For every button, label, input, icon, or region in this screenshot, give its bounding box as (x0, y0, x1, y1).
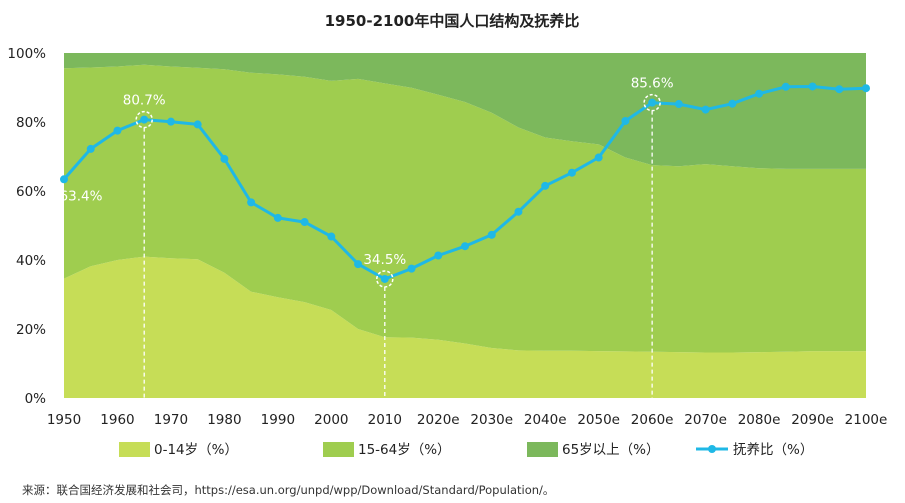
line-point (461, 242, 469, 251)
line-point (487, 230, 496, 239)
line-point (273, 213, 282, 222)
legend-label: 15-64岁（%） (358, 442, 451, 458)
legend-label: 65岁以上（%） (562, 442, 660, 458)
line-point (541, 181, 550, 190)
x-tick-label: 2040e (524, 412, 567, 428)
line-point (862, 84, 870, 93)
x-tick-label: 2050e (577, 412, 620, 428)
highlight-circle (135, 110, 153, 129)
x-axis-ticks: 1950 1960 1970 1980 1990 2000 2010 2020e 2030e 20… (47, 412, 888, 428)
area-series-2 (64, 64, 866, 353)
x-tick-label: 2100e (845, 412, 888, 428)
x-tick-label: 1980 (207, 412, 241, 428)
line-point (407, 264, 416, 273)
line-point (86, 144, 95, 153)
x-tick-label: 1960 (100, 412, 134, 428)
line-point (567, 168, 576, 177)
highlight-markers (143, 110, 653, 398)
line-point (621, 116, 630, 125)
data-label: 80.7% (123, 93, 166, 109)
line-point (166, 117, 175, 126)
y-tick-label: 0% (25, 391, 47, 407)
y-tick-label: 60% (16, 184, 46, 200)
x-tick-label: 2060e (631, 412, 674, 428)
data-label: 85.6% (631, 76, 674, 92)
x-tick-label: 1950 (47, 412, 81, 428)
legend-line-marker (708, 445, 716, 453)
area-series-1 (64, 256, 866, 398)
line-point (60, 175, 68, 184)
line-point (781, 82, 790, 91)
source-note: 来源：联合国经济发展和社会司，https://esa.un.org/unpd/w… (22, 483, 554, 497)
chart-title: 1950-2100年中国人口结构及抚养比 (325, 12, 580, 30)
line-point (380, 274, 389, 283)
line-point (140, 115, 149, 124)
legend: 0-14岁（%） 15-64岁（%） 65岁以上（%） 抚养比（%） (119, 442, 813, 458)
line-point (835, 85, 844, 94)
highlight-circle (643, 93, 661, 112)
y-tick-label: 40% (16, 253, 46, 269)
data-label: 63.4% (60, 188, 103, 204)
legend-swatch (119, 442, 150, 457)
area-series-3 (64, 53, 866, 169)
x-tick-label: 1970 (154, 412, 188, 428)
legend-label: 抚养比（%） (733, 442, 813, 458)
x-tick-label: 2070e (684, 412, 727, 428)
legend-label: 0-14岁（%） (154, 442, 238, 458)
stacked-areas (64, 53, 866, 398)
highlight-circle (376, 270, 394, 288)
line-point (193, 120, 202, 129)
line-point (808, 82, 817, 91)
line-point (648, 98, 657, 107)
line-point (354, 260, 363, 269)
legend-swatch (527, 442, 558, 457)
line-point (300, 218, 309, 227)
dependency-ratio-line: 63.4% 80.7% 34.5% 85.6% (60, 76, 870, 288)
line-point (327, 232, 336, 241)
y-axis-ticks: 0% 20% 40% 60% 80% 100% (7, 46, 46, 407)
x-tick-label: 1990 (261, 412, 295, 428)
x-tick-label: 2010 (368, 412, 402, 428)
x-tick-label: 2090e (791, 412, 834, 428)
line-point (755, 89, 764, 98)
x-tick-label: 2000 (314, 412, 348, 428)
y-tick-label: 20% (16, 322, 46, 338)
legend-swatch (323, 442, 354, 457)
line-point (514, 207, 523, 216)
data-label: 34.5% (363, 252, 406, 268)
x-tick-label: 2080e (738, 412, 781, 428)
line-point (434, 251, 443, 260)
x-tick-label: 2030e (470, 412, 513, 428)
line-point (674, 100, 683, 109)
line-point (701, 105, 710, 114)
x-tick-label: 2020e (417, 412, 460, 428)
line-point (728, 99, 737, 108)
y-tick-label: 80% (16, 115, 46, 131)
line-point (220, 154, 229, 163)
line-point (113, 126, 122, 135)
y-tick-label: 100% (7, 46, 46, 62)
line-point (247, 198, 256, 207)
line-point (594, 153, 603, 162)
